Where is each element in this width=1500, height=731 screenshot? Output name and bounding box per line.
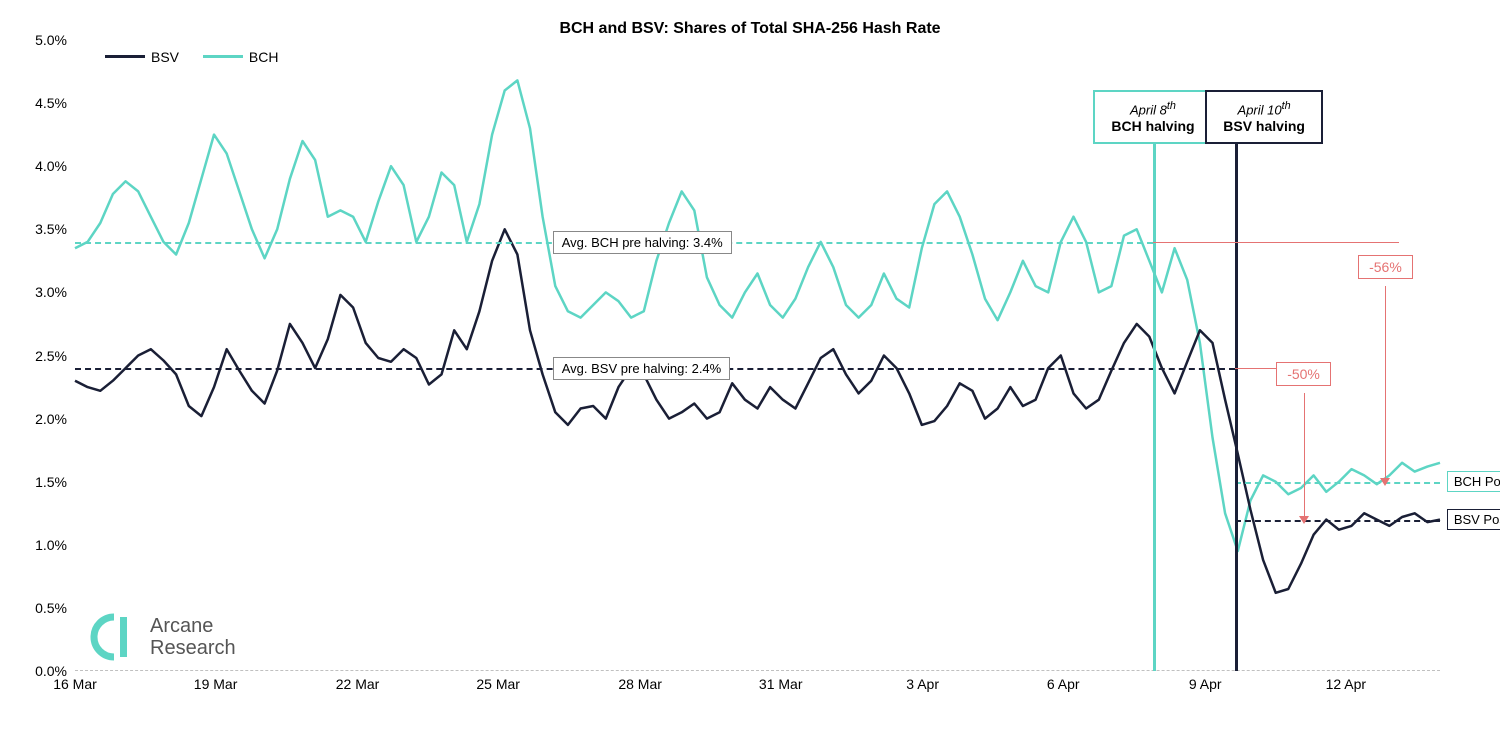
y-axis: 0.0%0.5%1.0%1.5%2.0%2.5%3.0%3.5%4.0%4.5%… (25, 40, 75, 671)
avg-line-bch-post (1235, 482, 1440, 484)
x-tick: 28 Mar (618, 676, 662, 692)
delta-arrow-bch (1385, 286, 1386, 482)
plot-area: Avg. BCH pre halving: 3.4% Avg. BSV pre h… (75, 40, 1440, 671)
x-tick: 12 Apr (1326, 676, 1366, 692)
halving-line-bch (1153, 128, 1156, 671)
x-tick: 16 Mar (53, 676, 97, 692)
delta-arrow-bsv (1304, 393, 1305, 519)
x-tick: 31 Mar (759, 676, 803, 692)
avg-label-bch-pre: Avg. BCH pre halving: 3.4% (553, 231, 732, 254)
y-tick: 2.0% (35, 411, 67, 427)
brand-name-text: ArcaneResearch (150, 615, 236, 659)
chart-title: BCH and BSV: Shares of Total SHA-256 Has… (30, 20, 1470, 38)
post-label-bch: BCH Post halving: 1.5% (1447, 471, 1500, 492)
x-tick: 25 Mar (476, 676, 520, 692)
x-axis: 16 Mar19 Mar22 Mar25 Mar28 Mar31 Mar3 Ap… (75, 671, 1440, 696)
brand-logo: ArcaneResearch (90, 613, 236, 661)
x-tick: 3 Apr (906, 676, 939, 692)
post-label-bsv: BSV Post halving: 1.2% (1447, 509, 1500, 530)
x-tick: 6 Apr (1047, 676, 1080, 692)
delta-box-bch: -56% (1358, 255, 1413, 279)
y-tick: 4.5% (35, 95, 67, 111)
delta-arrowhead-bch (1380, 478, 1390, 486)
y-tick: 4.0% (35, 158, 67, 174)
y-tick: 3.0% (35, 284, 67, 300)
halving-line-bsv (1235, 128, 1238, 671)
x-tick: 22 Mar (336, 676, 380, 692)
y-tick: 5.0% (35, 32, 67, 48)
delta-arrowhead-bsv (1299, 516, 1309, 524)
y-tick: 1.5% (35, 474, 67, 490)
x-tick: 9 Apr (1189, 676, 1222, 692)
chart-container: BCH and BSV: Shares of Total SHA-256 Has… (0, 0, 1500, 731)
y-tick: 1.0% (35, 537, 67, 553)
brand-name: ArcaneResearch (150, 615, 236, 659)
delta-hline-bch (1153, 242, 1399, 243)
halving-box-bsv: April 10thBSV halving (1205, 90, 1323, 143)
y-tick: 3.5% (35, 221, 67, 237)
x-tick: 19 Mar (194, 676, 238, 692)
avg-label-bsv-pre: Avg. BSV pre halving: 2.4% (553, 357, 730, 380)
logo-mark-icon (90, 613, 138, 661)
halving-box-bch: April 8thBCH halving (1093, 90, 1212, 143)
y-tick: 0.5% (35, 600, 67, 616)
y-tick: 2.5% (35, 348, 67, 364)
delta-box-bsv: -50% (1276, 362, 1331, 386)
avg-line-bsv-post (1235, 520, 1440, 522)
